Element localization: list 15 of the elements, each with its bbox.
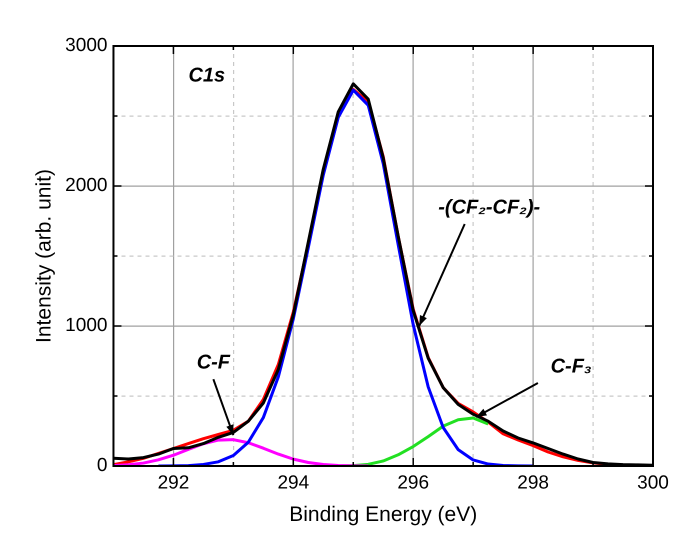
y-axis-title: Intensity (arb. unit): [32, 169, 56, 343]
x-tick-label: 300: [637, 472, 669, 494]
y-tick-label: 0: [96, 455, 108, 476]
x-tick-label: 298: [517, 472, 549, 494]
x-tick-label: 292: [158, 472, 190, 494]
annotation: C-F: [196, 352, 231, 374]
x-axis-title: Binding Energy (eV): [289, 503, 478, 526]
annotation: C-F₃: [550, 356, 592, 378]
annotation: C1s: [188, 64, 226, 87]
y-tick-label: 2000: [65, 175, 108, 196]
x-tick-label: 296: [397, 472, 430, 494]
y-tick-label: 3000: [65, 35, 108, 56]
annotation: -(CF₂-CF₂)-: [438, 196, 540, 219]
y-tick-label: 1000: [65, 315, 108, 336]
x-tick-label: 294: [277, 472, 310, 494]
